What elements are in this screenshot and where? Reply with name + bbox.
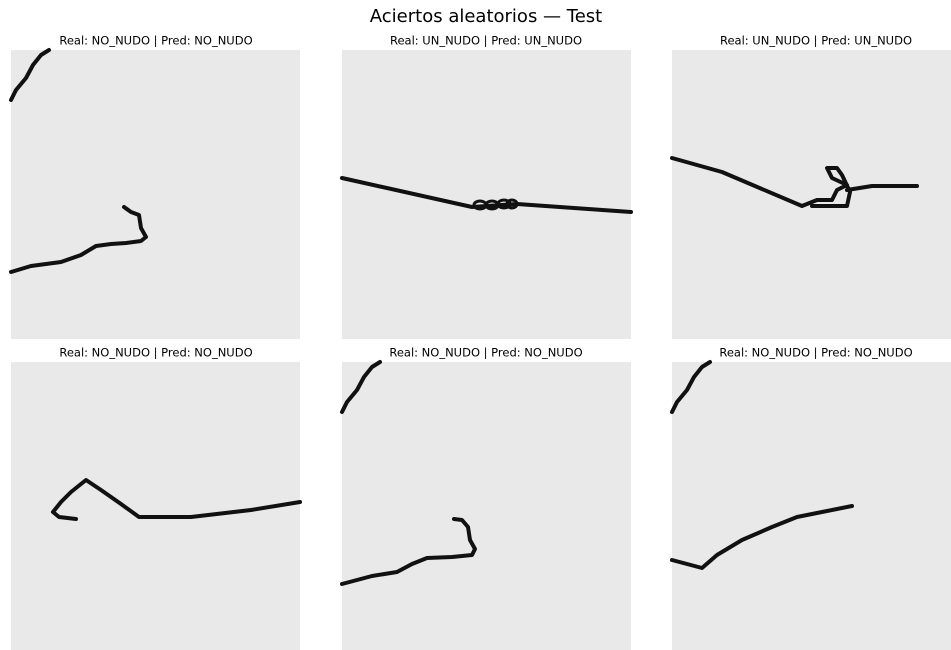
panel-image: [672, 362, 951, 650]
panel-title: Real: NO_NUDO | Pred: NO_NUDO: [719, 346, 912, 360]
panel-image: [342, 50, 631, 339]
panel-image: [672, 50, 951, 339]
panel-title: Real: NO_NUDO | Pred: NO_NUDO: [59, 346, 252, 360]
figure-title: Aciertos aleatorios — Test: [370, 6, 602, 27]
panel-title: Real: UN_NUDO | Pred: UN_NUDO: [720, 34, 912, 48]
image-background: [11, 50, 300, 339]
image-background: [342, 362, 631, 650]
panel-title: Real: NO_NUDO | Pred: NO_NUDO: [389, 346, 582, 360]
panel-image: [11, 362, 300, 650]
page: Aciertos aleatorios — Test Real: NO_NUDO…: [0, 0, 951, 650]
panel-title: Real: NO_NUDO | Pred: NO_NUDO: [59, 34, 252, 48]
image-background: [672, 50, 951, 339]
panel-title: Real: UN_NUDO | Pred: UN_NUDO: [390, 34, 582, 48]
panel-image: [342, 362, 631, 650]
image-background: [11, 362, 300, 650]
panel-image: [11, 50, 300, 339]
figure: Aciertos aleatorios — Test Real: NO_NUDO…: [0, 0, 951, 650]
image-background: [342, 50, 631, 339]
image-background: [672, 362, 951, 650]
